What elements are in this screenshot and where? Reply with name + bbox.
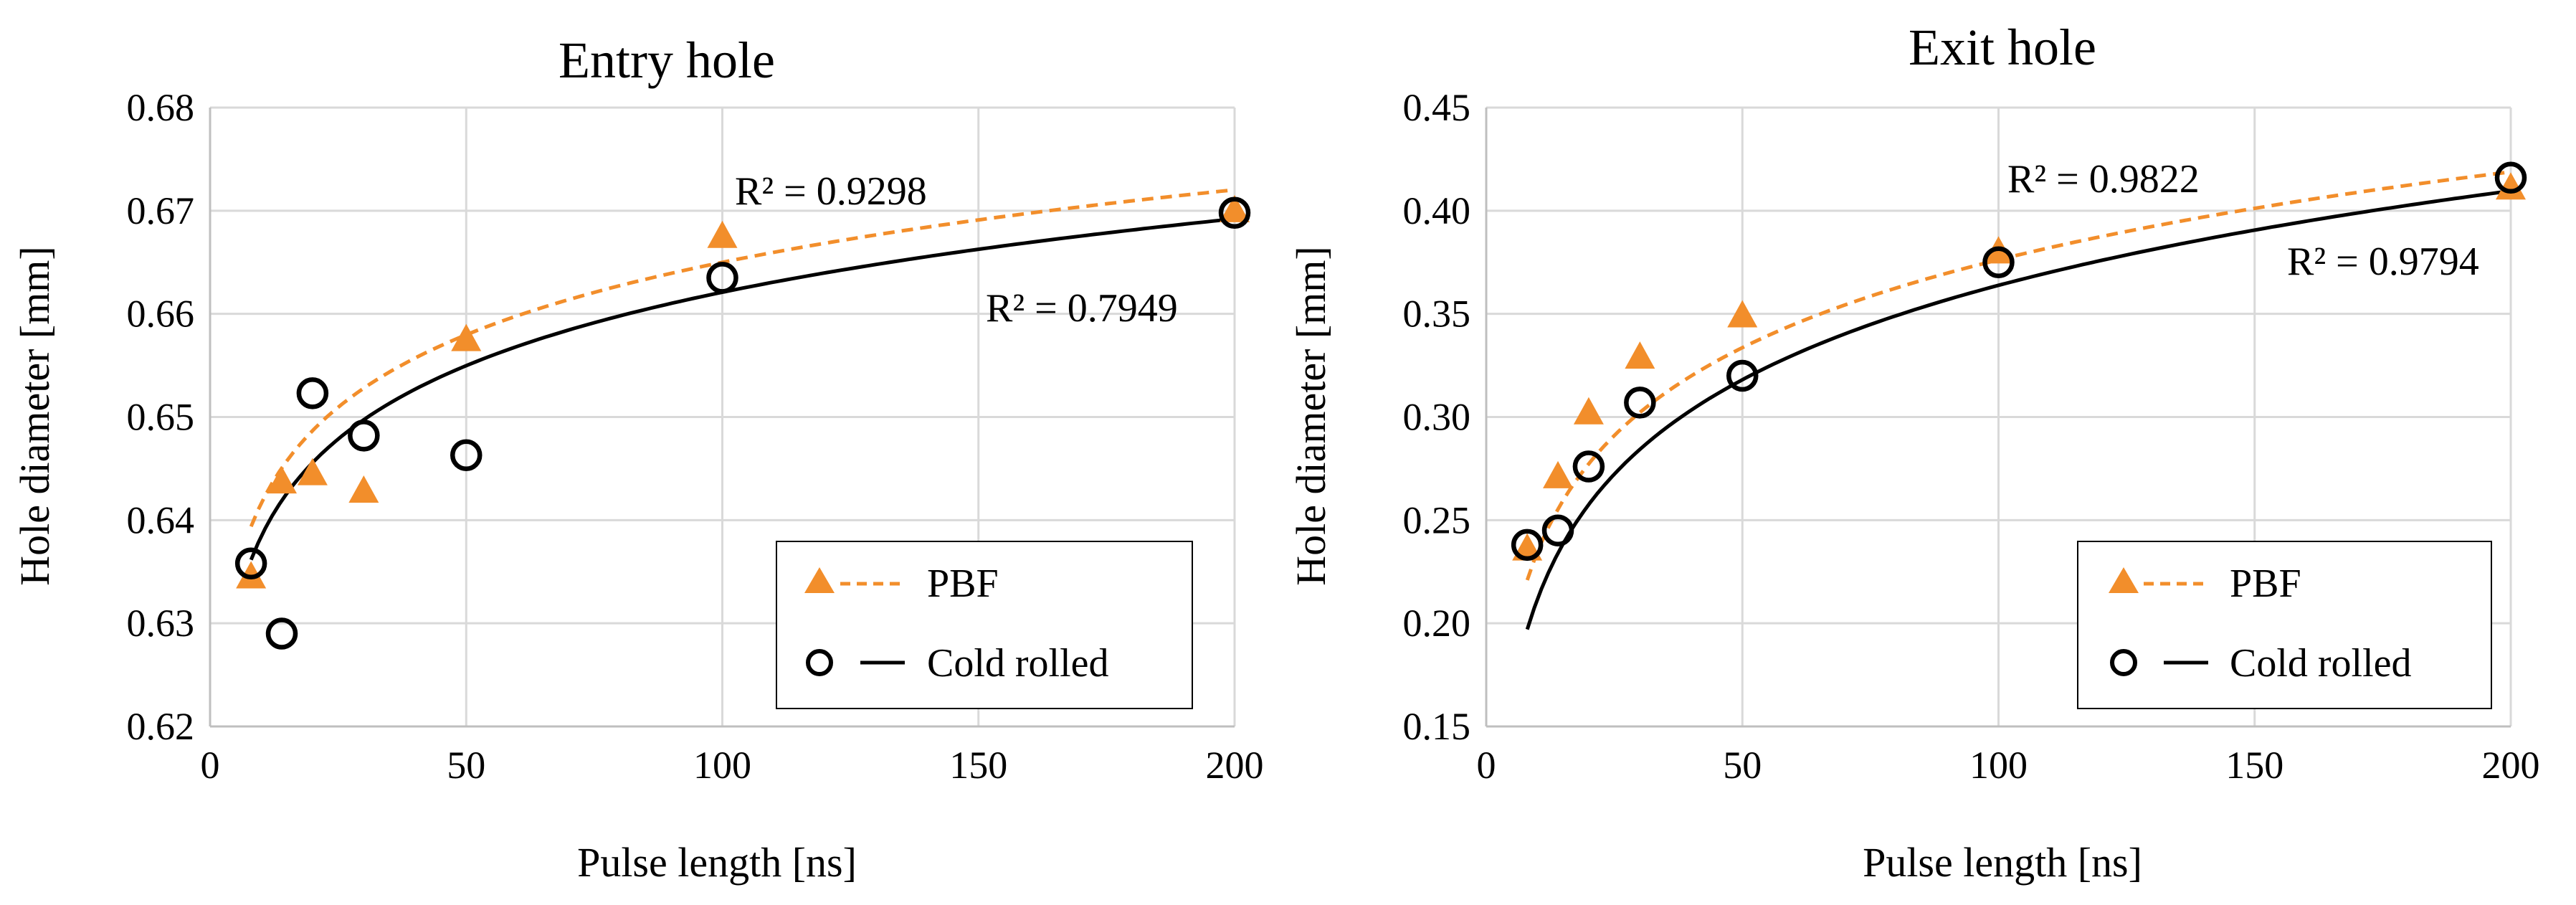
y-tick-label: 0.40	[1403, 189, 1471, 232]
data-point-cold-rolled	[706, 262, 738, 294]
chart-title: Entry hole	[559, 32, 775, 89]
data-point-pbf	[707, 220, 738, 248]
data-point-pbf	[1727, 300, 1758, 328]
data-point-cold-rolled	[265, 617, 298, 650]
data-point-pbf	[1543, 460, 1574, 488]
y-tick-label: 0.30	[1403, 396, 1471, 439]
data-point-pbf	[348, 475, 379, 503]
legend-circle-marker	[806, 649, 833, 676]
y-tick-label: 0.67	[127, 189, 195, 232]
y-tick-label: 0.25	[1403, 498, 1471, 541]
data-point-cold-rolled	[1572, 450, 1605, 483]
data-point-pbf	[1625, 341, 1655, 369]
y-tick-label: 0.45	[1403, 86, 1471, 129]
data-point-cold-rolled	[296, 377, 329, 409]
legend: PBF Cold rolled	[2077, 541, 2492, 709]
x-tick-label: 150	[949, 744, 1007, 787]
r2-label-cold-rolled: R² = 0.9794	[2287, 240, 2479, 284]
y-tick-label: 0.15	[1403, 705, 1471, 748]
x-tick-label: 50	[1723, 744, 1762, 787]
x-tick-label: 100	[1969, 744, 2028, 787]
r2-label-pbf: R² = 0.9298	[735, 169, 927, 214]
data-point-pbf	[2496, 172, 2526, 200]
data-point-cold-rolled	[1541, 514, 1574, 546]
data-point-cold-rolled	[450, 439, 483, 471]
data-point-pbf	[236, 561, 267, 589]
legend-triangle-marker	[2109, 567, 2139, 593]
entry-hole-chart: Entry hole 0.62 0.63 0.64 0.65 0.66 0.67 0.68 0…	[11, 32, 1264, 886]
data-point-cold-rolled	[1218, 196, 1251, 229]
x-tick-label: 100	[693, 744, 751, 787]
x-tick-label: 150	[2225, 744, 2283, 787]
x-tick-label: 50	[447, 744, 485, 787]
data-point-pbf	[1220, 194, 1250, 222]
y-axis-label: Hole diameter [mm]	[1288, 246, 1334, 586]
legend-box	[776, 541, 1193, 709]
trendline-pbf	[1525, 170, 2511, 581]
x-tick-label: 0	[201, 744, 220, 787]
data-point-pbf	[297, 458, 328, 485]
legend: PBF Cold rolled	[776, 541, 1193, 709]
data-point-cold-rolled	[234, 547, 267, 579]
data-point-cold-rolled	[1726, 359, 1759, 392]
legend-label-pbf: PBF	[2230, 562, 2301, 606]
x-tick-label: 0	[1477, 744, 1496, 787]
data-point-cold-rolled	[1982, 246, 2015, 278]
data-point-pbf	[1573, 397, 1604, 425]
y-tick-label: 0.66	[127, 293, 195, 336]
y-tick-label: 0.35	[1403, 293, 1471, 336]
x-tick-label: 200	[2482, 744, 2540, 787]
y-tick-label: 0.68	[127, 86, 195, 129]
y-tick-label: 0.20	[1403, 602, 1471, 645]
y-tick-label: 0.64	[127, 498, 195, 541]
data-point-cold-rolled	[1624, 387, 1656, 419]
trendline-cold-rolled	[1525, 189, 2511, 630]
legend-label-cold-rolled: Cold rolled	[927, 641, 1109, 686]
legend-box	[2077, 541, 2492, 709]
legend-label-pbf: PBF	[927, 562, 999, 606]
r2-label-pbf: R² = 0.9822	[2007, 157, 2200, 202]
y-tick-label: 0.62	[127, 705, 195, 748]
y-axis-label: Hole diameter [mm]	[11, 246, 58, 586]
data-point-cold-rolled	[348, 420, 380, 452]
chart-title: Exit hole	[1909, 19, 2096, 76]
x-axis-label: Pulse length [ns]	[1863, 839, 2142, 886]
exit-hole-chart: Exit hole 0.15 0.20 0.25 0.30 0.35 0.40 0.45 0 5…	[1288, 19, 2540, 886]
legend-triangle-marker	[804, 567, 835, 593]
data-point-pbf	[267, 466, 298, 494]
legend-label-cold-rolled: Cold rolled	[2230, 641, 2412, 686]
data-point-pbf	[451, 323, 482, 351]
x-axis-label: Pulse length [ns]	[577, 839, 857, 886]
legend-circle-marker	[2110, 649, 2137, 676]
x-tick-label: 200	[1206, 744, 1264, 787]
data-point-cold-rolled	[1511, 529, 1544, 562]
y-tick-label: 0.63	[127, 602, 195, 645]
trendline-pbf	[249, 188, 1235, 528]
data-point-cold-rolled	[2494, 161, 2527, 194]
y-tick-label: 0.65	[127, 396, 195, 439]
r2-label-cold-rolled: R² = 0.7949	[986, 286, 1178, 331]
trendline-cold-rolled	[249, 217, 1235, 561]
